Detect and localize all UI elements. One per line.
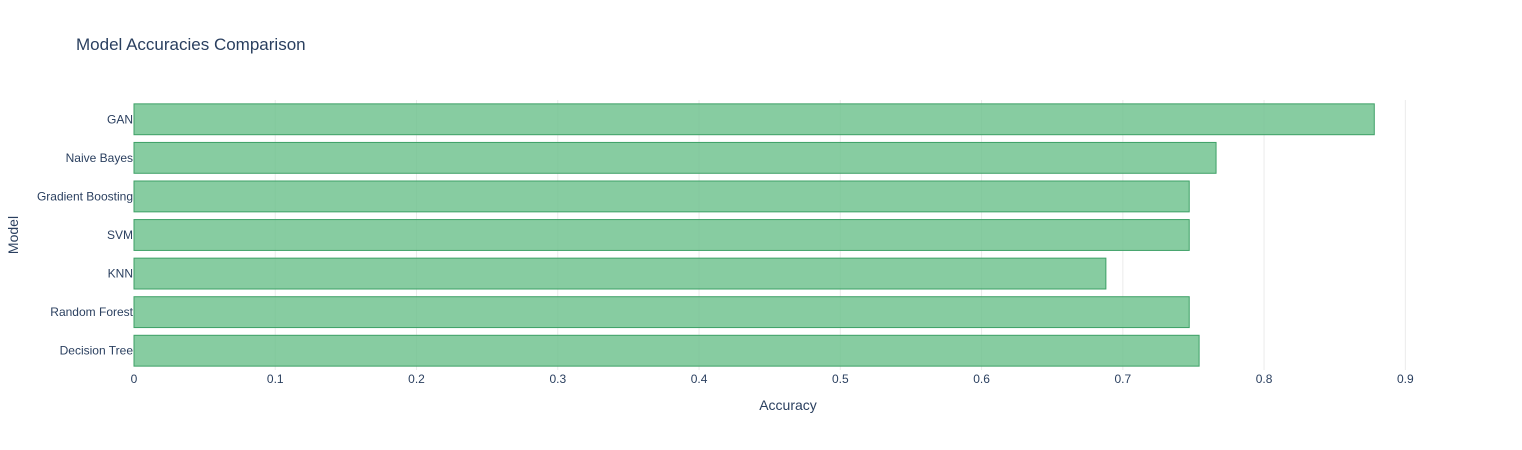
bar-gradient-boosting[interactable] bbox=[133, 180, 1190, 213]
y-tick-label: SVM bbox=[107, 228, 133, 242]
x-tick-label: 0.3 bbox=[549, 372, 566, 386]
bar-gan[interactable] bbox=[133, 103, 1375, 136]
y-tick-label: Naive Bayes bbox=[66, 151, 133, 165]
bar-naive-bayes[interactable] bbox=[133, 141, 1217, 174]
x-tick-label: 0.9 bbox=[1397, 372, 1414, 386]
y-tick-label: KNN bbox=[108, 267, 133, 281]
bar-random-forest[interactable] bbox=[133, 296, 1190, 329]
y-tick-label: Gradient Boosting bbox=[37, 189, 133, 203]
x-tick-label: 0.8 bbox=[1256, 372, 1273, 386]
x-tick-label: 0 bbox=[131, 372, 138, 386]
y-axis-title: Model bbox=[5, 216, 21, 254]
x-tick-labels: 0 0.1 0.2 0.3 0.4 0.5 0.6 0.7 0.8 0.9 bbox=[131, 372, 1414, 386]
chart-title: Model Accuracies Comparison bbox=[76, 35, 306, 54]
x-tick-label: 0.5 bbox=[832, 372, 849, 386]
x-tick-label: 0.4 bbox=[691, 372, 708, 386]
x-tick-label: 0.7 bbox=[1114, 372, 1131, 386]
x-tick-label: 0.6 bbox=[973, 372, 990, 386]
x-axis-title: Accuracy bbox=[759, 397, 817, 413]
bar-decision-tree[interactable] bbox=[133, 334, 1200, 367]
bar-knn[interactable] bbox=[133, 257, 1107, 290]
x-tick-label: 0.2 bbox=[408, 372, 425, 386]
y-tick-label: Random Forest bbox=[50, 305, 133, 319]
x-tick-label: 0.1 bbox=[267, 372, 284, 386]
bar-svm[interactable] bbox=[133, 219, 1190, 251]
y-tick-labels: Decision Tree Random Forest KNN SVM Gradient… bbox=[37, 112, 134, 357]
bars bbox=[133, 103, 1375, 367]
y-tick-label: Decision Tree bbox=[60, 344, 134, 358]
y-tick-label: GAN bbox=[107, 112, 133, 126]
